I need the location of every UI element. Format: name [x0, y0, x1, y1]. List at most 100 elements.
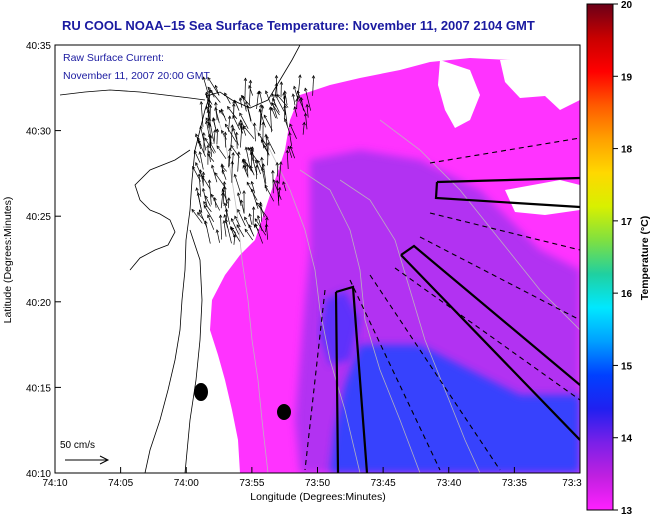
current-vector-head	[233, 173, 237, 178]
current-vector	[238, 122, 244, 134]
current-vector	[251, 149, 255, 162]
current-vector-head	[264, 90, 269, 94]
current-vector-head	[296, 90, 300, 95]
current-vector-head	[272, 97, 276, 102]
y-axis-ticks: 40:35 40:30 40:25 40:20 40:15 40:10	[26, 41, 61, 480]
current-vector-head	[207, 214, 211, 218]
colorbar-tick-label: 19	[621, 72, 633, 83]
current-vector-head	[253, 224, 258, 228]
current-vector	[204, 137, 215, 154]
current-vector-head	[303, 112, 308, 117]
current-vector	[289, 132, 293, 147]
current-vector-head	[224, 123, 229, 128]
current-vector-head	[236, 192, 241, 196]
current-vector-head	[275, 161, 279, 166]
current-vector	[208, 118, 215, 142]
current-vector	[214, 107, 220, 123]
current-vector-head	[282, 181, 286, 185]
current-vector	[236, 224, 245, 238]
current-vector-head	[259, 203, 263, 208]
current-vector-head	[242, 125, 247, 129]
current-vector	[265, 136, 276, 154]
current-vector-head	[305, 103, 309, 108]
current-vector-head	[205, 94, 209, 98]
current-vector	[207, 77, 220, 96]
current-vector-head	[198, 151, 202, 155]
current-vector	[208, 122, 212, 143]
current-vector-head	[230, 124, 234, 128]
current-vector-head	[239, 119, 243, 123]
current-vector-head	[227, 154, 231, 159]
current-vector	[223, 181, 228, 207]
x-tick-label: 73:55	[239, 478, 264, 489]
current-vector	[239, 97, 243, 108]
current-vector	[271, 107, 277, 119]
current-vector	[249, 165, 255, 176]
current-vector	[287, 146, 293, 158]
current-vector-head	[208, 104, 213, 108]
current-vector	[191, 209, 203, 224]
current-vector-head	[221, 168, 225, 173]
current-vector	[254, 223, 264, 244]
x-tick-label: 74:00	[174, 478, 199, 489]
current-vector-head	[245, 163, 250, 167]
current-vector-head	[274, 74, 279, 79]
current-vector	[249, 213, 253, 225]
current-vector-head	[236, 224, 240, 228]
current-vector-head	[277, 186, 282, 191]
current-vector-head	[289, 145, 293, 150]
barrier-island	[184, 229, 203, 473]
current-vector-head	[288, 131, 292, 136]
current-vector	[199, 209, 208, 228]
x-tick-label: 74:05	[108, 478, 133, 489]
current-vector	[297, 95, 306, 113]
sst-gap-north	[438, 60, 480, 128]
current-vector	[230, 124, 233, 149]
current-annotation-line1: Raw Surface Current:	[63, 52, 164, 64]
current-vector-head	[249, 165, 253, 169]
current-vector	[200, 101, 204, 127]
current-vector	[203, 205, 215, 222]
current-vector-head	[205, 105, 209, 110]
y-tick-label: 40:25	[26, 212, 51, 223]
current-vector-head	[206, 144, 210, 149]
current-vector	[272, 179, 282, 200]
current-vector-head	[304, 87, 308, 92]
current-vector	[241, 95, 251, 107]
current-vector	[266, 224, 269, 240]
current-vector-head	[206, 109, 211, 113]
current-vector	[276, 162, 279, 177]
current-vector	[237, 151, 240, 172]
current-vector	[286, 150, 289, 170]
current-vector	[257, 133, 267, 147]
current-vector	[221, 165, 227, 172]
current-vector	[260, 202, 263, 222]
current-vector	[240, 119, 242, 133]
current-vector	[234, 174, 242, 194]
sst-gap-ne	[500, 60, 580, 110]
current-vector	[249, 80, 251, 106]
current-vector	[224, 92, 231, 104]
current-vector-head	[237, 208, 241, 213]
current-vector-head	[220, 192, 225, 196]
current-vector-head	[201, 187, 206, 192]
current-vector-head	[244, 146, 249, 151]
current-vector	[222, 189, 228, 204]
current-vector-head	[257, 132, 261, 137]
current-vector	[261, 157, 263, 169]
current-vector-head	[265, 216, 269, 221]
current-vector-head	[207, 179, 212, 183]
colorbar-tick-label: 15	[621, 361, 633, 372]
current-vector	[263, 145, 270, 155]
current-vector-head	[270, 107, 274, 111]
x-tick-label: 73:45	[371, 478, 396, 489]
current-annotation-line2: November 11, 2007 20:00 GMT	[63, 70, 210, 82]
current-vector-head	[242, 190, 246, 194]
sst-cool-west	[320, 290, 360, 365]
current-vector-head	[250, 188, 255, 193]
y-tick-label: 40:15	[26, 383, 51, 394]
current-vector-head	[195, 187, 199, 191]
current-vector-head	[195, 162, 199, 166]
current-vector	[198, 140, 206, 157]
